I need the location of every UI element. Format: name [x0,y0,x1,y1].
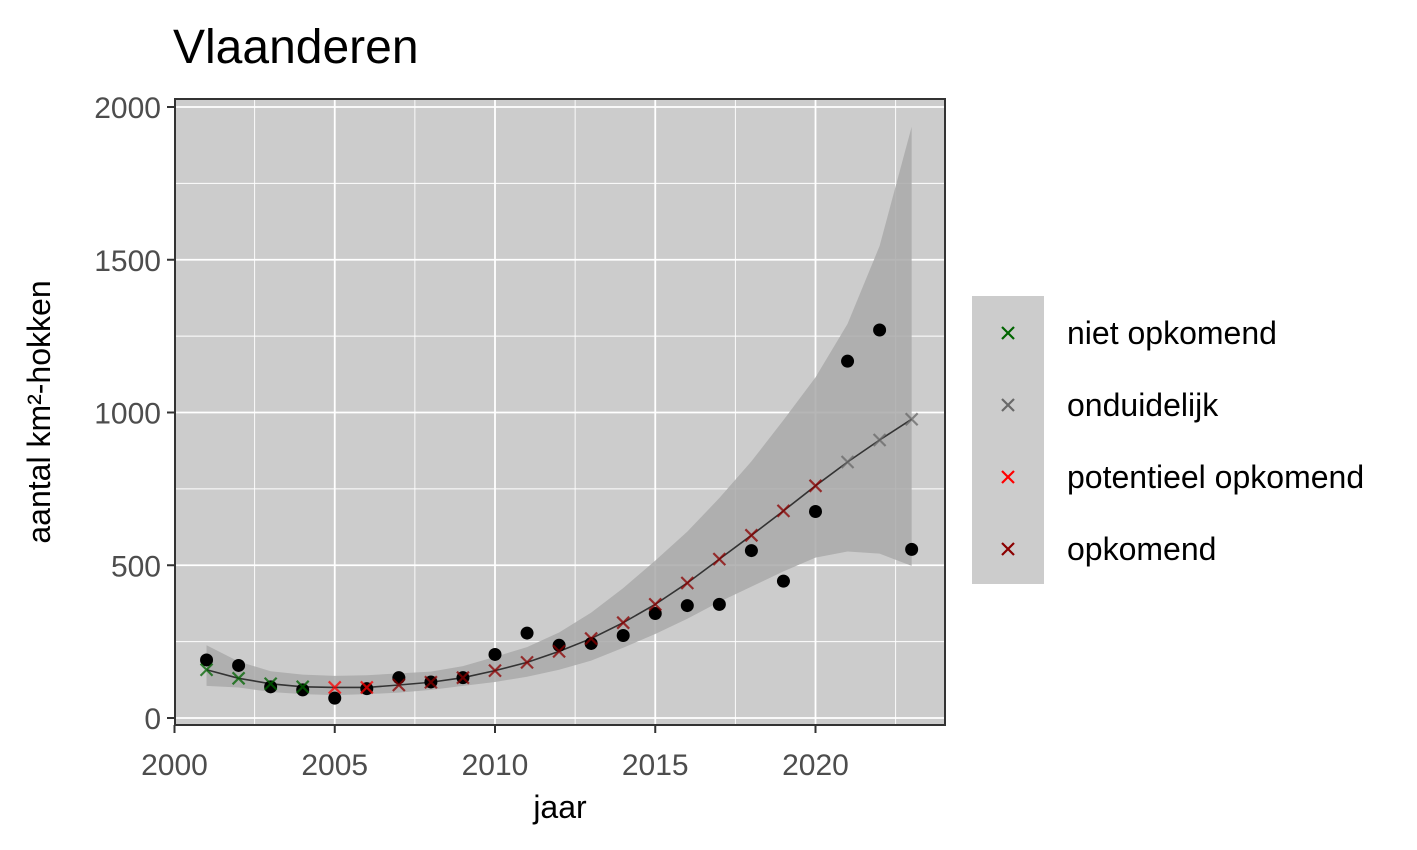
observed-point [776,574,790,588]
observed-point [264,680,278,694]
fit-marker [808,479,823,493]
x-tick-label: 2000 [141,749,208,782]
legend-key-1 [1001,398,1015,412]
fit-markers [199,412,919,695]
legend-label: opkomend [1067,531,1216,567]
observed-point [616,629,630,643]
observed-point [873,323,887,337]
fit-marker [295,680,310,694]
observed-point [648,607,662,621]
fit-marker [648,597,663,612]
fit-marker [552,644,566,659]
observed-points [200,323,919,705]
fit-marker [904,412,919,426]
observed-point [552,638,566,652]
observed-point [680,599,694,613]
fit-marker [488,663,502,678]
fit-marker [327,680,342,695]
legend-key-2 [1001,470,1015,484]
fit-marker [744,528,759,543]
x-tick-label: 2015 [622,749,689,782]
observed-point [905,542,919,556]
y-tick-label: 500 [111,550,161,583]
legend-label: niet opkomend [1067,315,1277,351]
observed-point [296,683,310,697]
y-tick-label: 1500 [94,245,161,278]
confidence-band [206,126,912,696]
x-tick-label: 2010 [462,749,529,782]
observed-point [520,626,534,640]
fit-marker [392,678,406,692]
legend-label: potentieel opkomend [1067,459,1364,495]
fit-marker [712,552,727,566]
y-tick-label: 2000 [94,92,161,125]
y-axis: 0 500 1000 1500 2000 [94,92,175,736]
fit-marker [424,675,438,690]
chart-title: Vlaanderen [173,21,419,74]
observed-point [488,647,502,661]
y-tick-label: 1000 [94,398,161,431]
fit-marker [872,433,887,447]
fit-marker [680,576,695,590]
fit-marker [199,662,214,677]
observed-point [328,691,342,705]
fit-marker [360,680,374,695]
observed-point [809,504,822,518]
observed-point [841,354,855,368]
x-axis: 2000 2005 2010 2015 2020 [141,725,849,782]
y-axis-title: aantal km²-hokken [21,280,57,543]
legend: niet opkomend onduidelijk potentieel opkom… [1001,315,1364,567]
observed-point [744,544,758,558]
y-tick-label: 0 [144,703,161,736]
observed-point [584,636,598,650]
fit-marker [231,671,246,686]
fit-marker [840,455,855,469]
legend-key-3 [1001,542,1015,556]
confidence-band-area [206,126,912,696]
observed-point [232,658,246,672]
x-tick-label: 2005 [301,749,368,782]
x-tick-label: 2020 [782,749,849,782]
legend-key-background [972,296,1044,584]
legend-label: onduidelijk [1067,387,1219,423]
legend-key-0 [1001,326,1015,340]
fit-marker [616,615,630,630]
fit-marker [776,504,791,518]
fit-marker [520,655,534,670]
fit-marker [456,670,470,685]
fit-marker [263,677,278,691]
x-axis-title: jaar [532,789,587,825]
observed-point [712,597,726,611]
fit-marker [584,631,598,646]
observed-point [392,671,406,685]
observed-point [200,653,214,667]
